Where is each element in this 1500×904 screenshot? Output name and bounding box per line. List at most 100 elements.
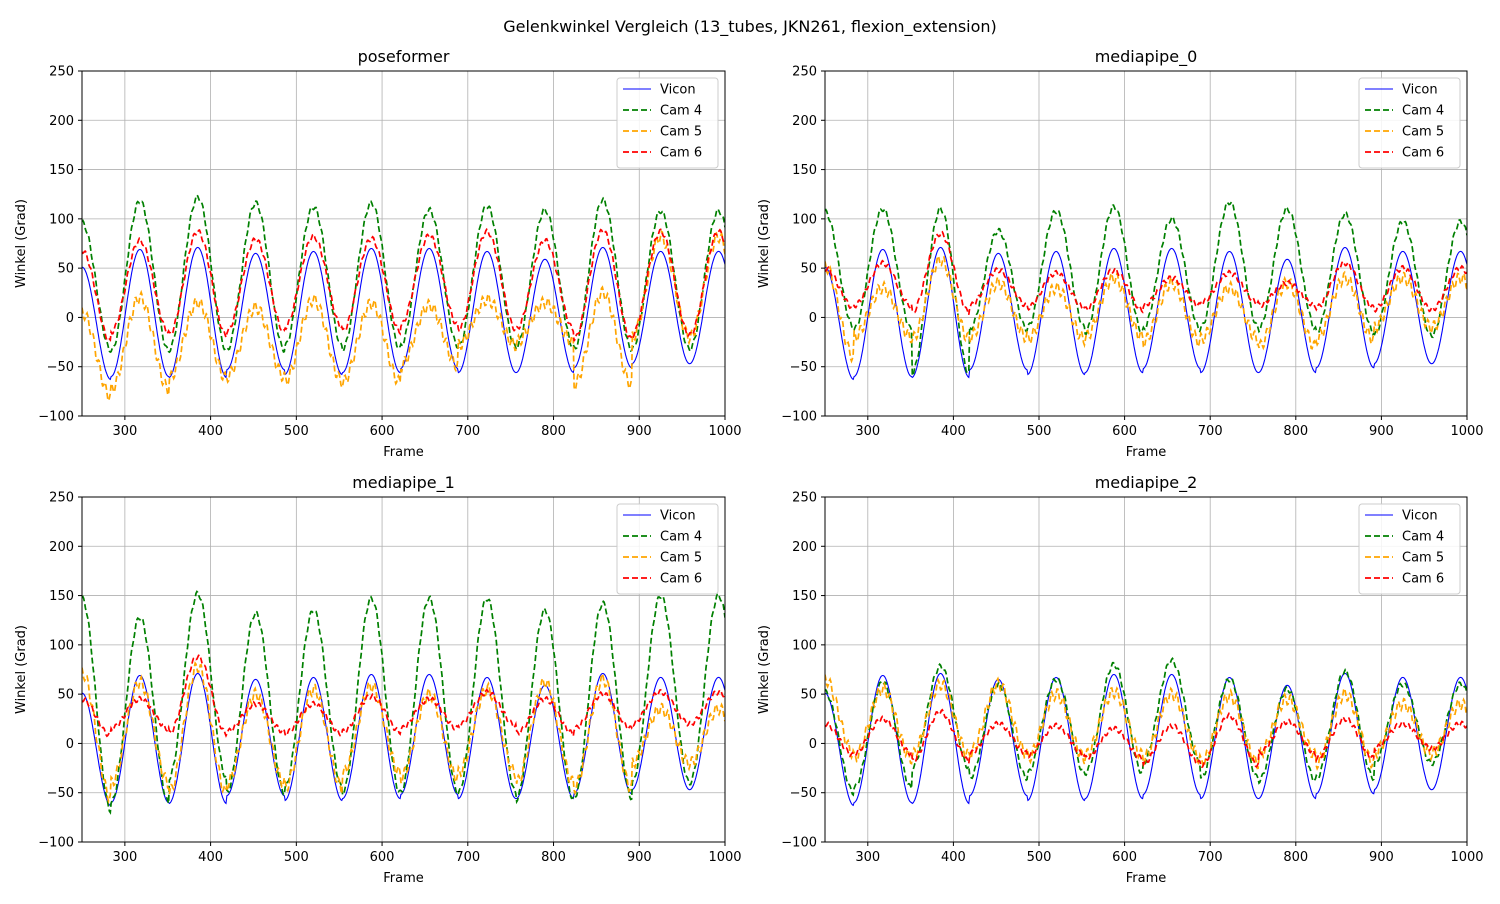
x-tick-label: 500 — [284, 424, 309, 439]
x-tick-label: 900 — [627, 850, 652, 865]
y-tick-label: 250 — [792, 491, 817, 506]
x-tick-label: 700 — [455, 424, 480, 439]
legend-label: Cam 4 — [1402, 104, 1444, 119]
x-tick-label: 1000 — [1450, 424, 1483, 439]
legend-label: Cam 5 — [660, 125, 702, 140]
legend-label: Vicon — [660, 83, 696, 98]
x-tick-label: 400 — [198, 424, 223, 439]
y-axis-label: Winkel (Grad) — [757, 625, 772, 714]
y-tick-label: −50 — [47, 360, 74, 375]
y-tick-label: 100 — [49, 638, 74, 653]
legend-label: Vicon — [1402, 509, 1438, 524]
y-tick-label: −100 — [781, 410, 817, 425]
y-tick-label: 200 — [49, 540, 74, 555]
series-line-cam-5 — [82, 229, 725, 404]
legend-label: Vicon — [660, 509, 696, 524]
x-tick-label: 400 — [941, 850, 966, 865]
legend: Vicon Cam 4 Cam 5 Cam 6 — [616, 77, 719, 169]
y-axis-label: Winkel (Grad) — [14, 625, 29, 714]
y-tick-label: 250 — [792, 65, 817, 80]
subplot-mediapipe_0: 300 400 500 600 700 800 900 1000 −100 −50 0 50 100 15… — [757, 47, 1484, 460]
x-tick-label: 600 — [1112, 424, 1137, 439]
series-line-cam-5 — [82, 661, 725, 804]
legend-label: Cam 4 — [660, 530, 702, 545]
plot-frame — [824, 70, 1468, 417]
y-tick-label: 50 — [800, 262, 817, 277]
plot-frame — [81, 496, 726, 843]
y-tick-label: 250 — [49, 65, 74, 80]
x-tick-label: 600 — [1112, 850, 1137, 865]
x-tick-label: 300 — [855, 850, 880, 865]
x-tick-label: 700 — [1198, 850, 1223, 865]
x-tick-label: 500 — [1027, 850, 1052, 865]
series-line-cam-6 — [82, 227, 725, 342]
x-tick-label: 700 — [455, 850, 480, 865]
subplot-poseformer: 300 400 500 600 700 800 900 1000 −100 −50 0 50 100 15… — [14, 47, 742, 460]
plot-frame — [824, 496, 1468, 843]
legend: Vicon Cam 4 Cam 5 Cam 6 — [1358, 503, 1461, 595]
y-tick-label: 200 — [49, 114, 74, 129]
legend-label: Vicon — [1402, 83, 1438, 98]
y-tick-label: 0 — [66, 737, 74, 752]
y-tick-label: −100 — [38, 410, 74, 425]
x-tick-label: 800 — [541, 850, 566, 865]
x-tick-label: 300 — [112, 850, 137, 865]
x-tick-label: 900 — [1369, 424, 1394, 439]
legend: Vicon Cam 4 Cam 5 Cam 6 — [616, 503, 719, 595]
series-line-cam-4 — [82, 193, 725, 354]
legend-label: Cam 4 — [660, 104, 702, 119]
legend-label: Cam 6 — [660, 146, 702, 161]
y-tick-label: 100 — [792, 212, 817, 227]
y-tick-label: 0 — [809, 737, 817, 752]
x-tick-label: 900 — [627, 424, 652, 439]
y-tick-label: 0 — [809, 311, 817, 326]
x-tick-label: 600 — [370, 424, 395, 439]
y-tick-label: −100 — [781, 836, 817, 851]
x-tick-label: 300 — [855, 424, 880, 439]
series-line-cam-6 — [82, 653, 725, 739]
subplot-title: mediapipe_2 — [1095, 473, 1198, 493]
series-line-cam-5 — [825, 253, 1467, 364]
legend-box — [1358, 77, 1461, 169]
legend-label: Cam 6 — [1402, 146, 1444, 161]
x-axis-label: Frame — [1126, 445, 1167, 460]
series-line-cam-5 — [825, 674, 1467, 771]
y-tick-label: 150 — [49, 589, 74, 604]
plot-frame — [81, 70, 726, 417]
legend-box — [1358, 503, 1461, 595]
y-tick-label: 0 — [66, 311, 74, 326]
x-tick-label: 1000 — [708, 850, 741, 865]
y-tick-label: −50 — [47, 786, 74, 801]
legend: Vicon Cam 4 Cam 5 Cam 6 — [1358, 77, 1461, 169]
y-tick-label: 50 — [57, 262, 74, 277]
legend-label: Cam 5 — [1402, 125, 1444, 140]
y-tick-label: 250 — [49, 491, 74, 506]
y-tick-label: 50 — [57, 688, 74, 703]
y-tick-label: −50 — [790, 786, 817, 801]
x-tick-label: 700 — [1198, 424, 1223, 439]
y-tick-label: 150 — [792, 589, 817, 604]
x-tick-label: 400 — [941, 424, 966, 439]
legend-label: Cam 4 — [1402, 530, 1444, 545]
series-line-vicon — [82, 672, 725, 807]
series-line-vicon — [825, 246, 1467, 381]
y-tick-label: 200 — [792, 114, 817, 129]
legend-label: Cam 5 — [660, 551, 702, 566]
x-tick-label: 600 — [370, 850, 395, 865]
legend-label: Cam 5 — [1402, 551, 1444, 566]
x-axis-label: Frame — [383, 445, 424, 460]
legend-box — [616, 503, 719, 595]
x-tick-label: 500 — [1027, 424, 1052, 439]
x-tick-label: 300 — [112, 424, 137, 439]
series-line-cam-4 — [825, 656, 1467, 797]
y-axis-label: Winkel (Grad) — [757, 199, 772, 288]
y-tick-label: −50 — [790, 360, 817, 375]
x-tick-label: 1000 — [708, 424, 741, 439]
series-line-cam-4 — [82, 590, 725, 815]
x-tick-label: 900 — [1369, 850, 1394, 865]
series-line-cam-4 — [825, 200, 1467, 378]
y-tick-label: 200 — [792, 540, 817, 555]
y-tick-label: 100 — [792, 638, 817, 653]
